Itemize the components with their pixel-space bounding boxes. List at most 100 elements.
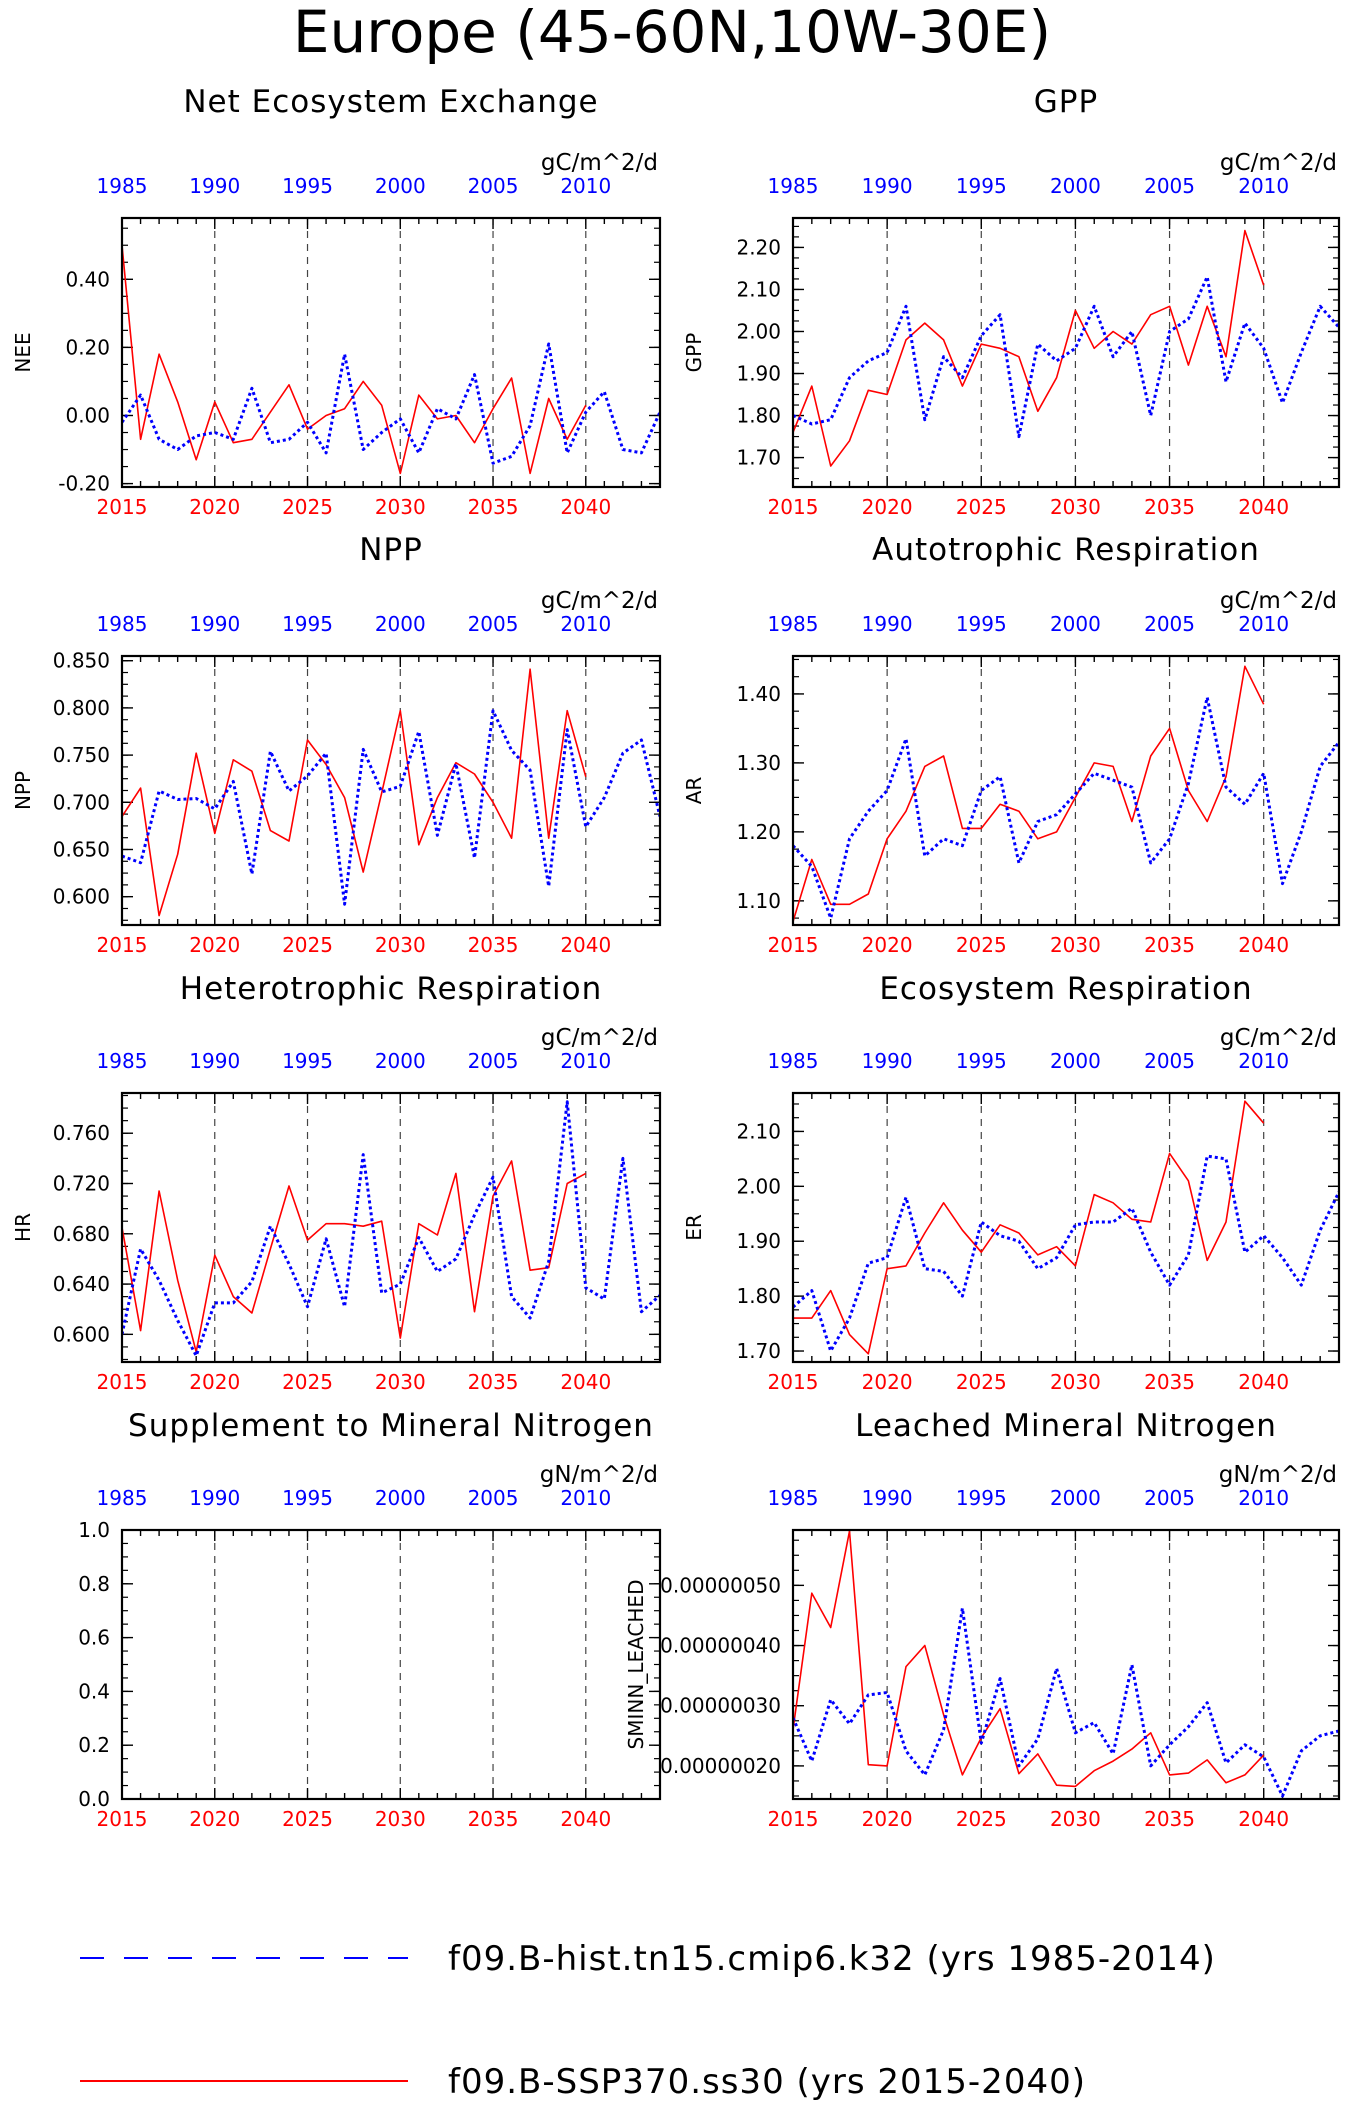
x-tick-label-top: 1985 [97, 174, 148, 198]
plot-frame [120, 654, 662, 927]
x-tick-label-top: 2010 [560, 612, 611, 636]
x-tick-label-bottom: 2030 [375, 933, 426, 957]
y-tick-label: 0.00000040 [660, 1634, 781, 1658]
x-tick-label-top: 2000 [375, 1486, 426, 1510]
x-tick-label-bottom: 2030 [375, 1370, 426, 1394]
x-tick-label-top: 2000 [1050, 1049, 1101, 1073]
x-tick-label-top: 2000 [1050, 1486, 1101, 1510]
y-tick-label: 0.760 [53, 1121, 110, 1145]
x-tick-label-top: 1995 [956, 1049, 1007, 1073]
y-tick-label: 1.80 [736, 1284, 781, 1308]
x-tick-label-bottom: 2035 [1144, 1370, 1195, 1394]
legend: f09.B-hist.tn15.cmip6.k32 (yrs 1985-2014… [80, 1939, 1216, 2102]
x-tick-label-bottom: 2020 [862, 495, 913, 519]
y-axis-label: NEE [11, 332, 35, 372]
x-tick-label-bottom: 2025 [956, 933, 1007, 957]
x-tick-label-top: 2000 [375, 1049, 426, 1073]
x-tick-label-bottom: 2020 [189, 1370, 240, 1394]
x-tick-label-bottom: 2015 [97, 1807, 148, 1831]
x-tick-label-bottom: 2025 [956, 495, 1007, 519]
x-tick-label-top: 1995 [282, 1049, 333, 1073]
y-tick-label: 0.2 [78, 1733, 110, 1757]
x-tick-label-top: 2010 [1238, 612, 1289, 636]
y-tick-label: 0.850 [53, 649, 110, 673]
panel-title: Leached Mineral Nitrogen [855, 1408, 1277, 1444]
series-line-future [793, 229, 1265, 467]
plot-frame [120, 1091, 662, 1364]
series-line-future [122, 1160, 587, 1353]
y-tick-label: 2.10 [736, 1119, 781, 1143]
y-tick-label: 0.700 [53, 790, 110, 814]
x-tick-label-top: 1990 [862, 1486, 913, 1510]
y-axis-label: NPP [11, 771, 35, 810]
y-tick-label: 0.4 [78, 1679, 110, 1703]
x-tick-label-top: 1985 [768, 1486, 819, 1510]
y-tick-label: 1.80 [736, 404, 781, 428]
chart-panel: Autotrophic Respiration gC/m^2/d 2015 2020 2… [682, 532, 1341, 957]
series-line-future [793, 1100, 1265, 1355]
y-tick-label: 0.00000030 [660, 1694, 781, 1718]
y-tick-label: 1.70 [736, 446, 781, 470]
plot-frame [791, 1528, 1341, 1801]
units-label: gC/m^2/d [1220, 588, 1337, 614]
y-tick-label: 0.20 [65, 335, 110, 359]
x-tick-label-top: 2000 [1050, 174, 1101, 198]
x-tick-label-top: 1990 [189, 612, 240, 636]
x-tick-label-bottom: 2020 [862, 933, 913, 957]
chart-panel: Heterotrophic Respiration gC/m^2/d 2015 202… [11, 971, 662, 1394]
x-tick-label-bottom: 2020 [862, 1370, 913, 1394]
x-tick-label-bottom: 2020 [189, 933, 240, 957]
units-label: gN/m^2/d [1219, 1462, 1337, 1488]
y-tick-label: 0.00000050 [660, 1573, 781, 1597]
panel-title: Ecosystem Respiration [879, 971, 1252, 1007]
plot-frame [791, 216, 1341, 489]
x-tick-label-top: 1990 [189, 1049, 240, 1073]
x-tick-label-bottom: 2035 [1144, 495, 1195, 519]
x-tick-label-top: 1990 [189, 1486, 240, 1510]
legend-label-historical: f09.B-hist.tn15.cmip6.k32 (yrs 1985-2014… [448, 1939, 1216, 1979]
y-tick-label: 1.70 [736, 1339, 781, 1363]
x-tick-label-top: 1995 [956, 174, 1007, 198]
x-tick-label-bottom: 2020 [189, 495, 240, 519]
y-axis-label: ER [682, 1214, 706, 1241]
x-tick-label-top: 2010 [560, 174, 611, 198]
x-tick-label-bottom: 2015 [768, 495, 819, 519]
x-tick-label-bottom: 2035 [468, 495, 519, 519]
x-tick-label-top: 2000 [375, 612, 426, 636]
y-tick-label: 0.8 [78, 1572, 110, 1596]
x-tick-label-top: 2005 [1144, 1486, 1195, 1510]
x-tick-label-top: 1995 [282, 174, 333, 198]
y-tick-label: 1.10 [736, 889, 781, 913]
x-tick-label-top: 2010 [1238, 1049, 1289, 1073]
y-tick-label: -0.20 [58, 472, 110, 496]
x-tick-label-top: 1985 [97, 1486, 148, 1510]
series-line-historical [793, 275, 1339, 439]
x-tick-label-bottom: 2015 [768, 1370, 819, 1394]
y-tick-label: 1.20 [736, 820, 781, 844]
series-line-future [793, 1530, 1265, 1788]
y-axis-label: GPP [682, 333, 706, 373]
x-tick-label-top: 1995 [282, 1486, 333, 1510]
y-tick-label: 0.650 [53, 837, 110, 861]
x-tick-label-bottom: 2030 [1050, 495, 1101, 519]
x-tick-label-bottom: 2015 [768, 933, 819, 957]
y-tick-label: 0.800 [53, 696, 110, 720]
plot-frame [120, 216, 662, 489]
x-tick-label-top: 1985 [768, 1049, 819, 1073]
x-tick-label-bottom: 2025 [282, 1370, 333, 1394]
x-tick-label-top: 2005 [1144, 174, 1195, 198]
units-label: gN/m^2/d [540, 1462, 658, 1488]
x-tick-label-bottom: 2040 [560, 495, 611, 519]
panel-title: Heterotrophic Respiration [180, 971, 602, 1007]
main-title: Europe (45-60N,10W-30E) [293, 0, 1051, 66]
y-tick-label: 2.00 [736, 1174, 781, 1198]
series-line-historical [793, 695, 1339, 920]
plot-frame [791, 654, 1341, 927]
x-tick-label-top: 1990 [862, 612, 913, 636]
x-tick-label-top: 1985 [768, 174, 819, 198]
x-tick-label-bottom: 2030 [375, 1807, 426, 1831]
y-tick-label: 2.20 [736, 235, 781, 259]
x-tick-label-bottom: 2035 [1144, 933, 1195, 957]
series-line-historical [122, 709, 660, 906]
x-tick-label-top: 2000 [375, 174, 426, 198]
